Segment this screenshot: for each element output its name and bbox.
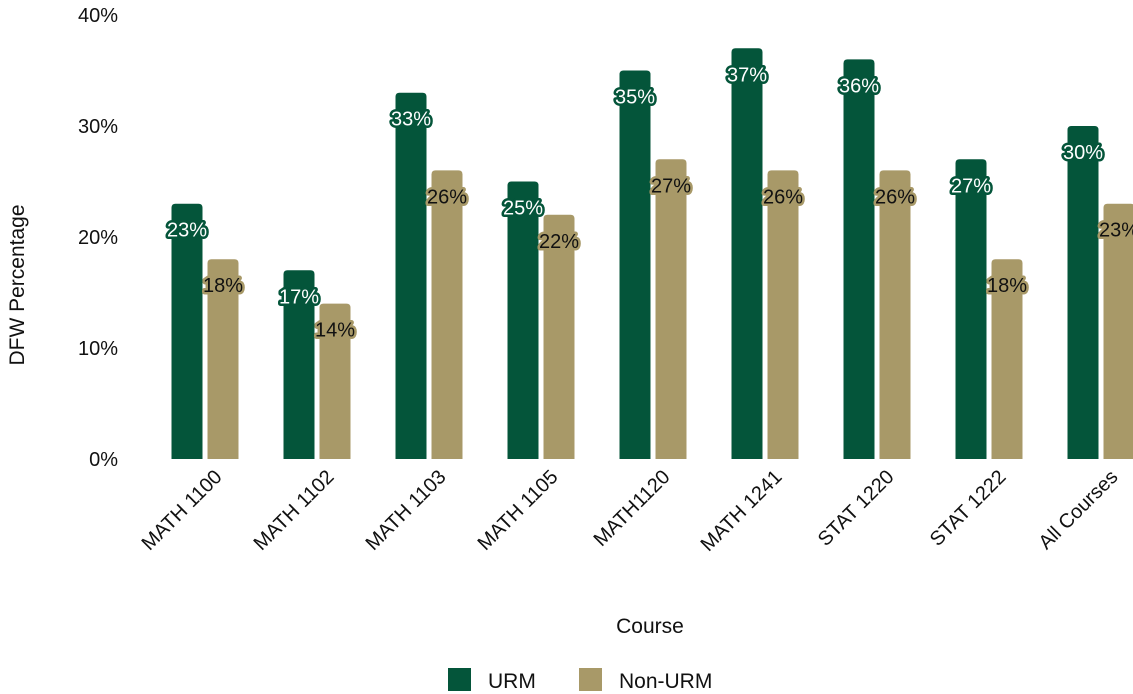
bar-urm — [955, 159, 987, 460]
bar-urm — [283, 270, 315, 459]
data-label-urm: 30% — [1063, 142, 1103, 164]
x-tick-label: MATH 1100 — [138, 466, 227, 555]
x-axis-ticks: MATH 1100 MATH 1102 MATH 1103 MATH 1105 MATH… — [138, 466, 1123, 556]
bar-urm — [395, 92, 427, 459]
bar-urm — [1067, 126, 1099, 459]
data-label-urm: 37% — [727, 64, 767, 86]
data-label-non-urm: 26% — [763, 186, 803, 208]
data-label-urm: 35% — [615, 87, 655, 109]
y-tick-label: 20% — [78, 227, 118, 249]
bar-urm — [619, 70, 651, 459]
x-tick-label: All Courses — [1035, 466, 1123, 554]
data-label-urm: 25% — [503, 198, 543, 220]
data-label-non-urm: 22% — [539, 231, 579, 253]
x-tick-label: MATH 1103 — [362, 466, 451, 555]
x-tick-label: MATH 1105 — [474, 466, 563, 555]
data-label-non-urm: 26% — [427, 186, 467, 208]
x-tick-label: MATH1120 — [590, 466, 675, 551]
y-tick-label: 40% — [78, 5, 118, 27]
bar-non-urm — [655, 159, 687, 460]
legend-label-urm: URM — [488, 670, 536, 693]
y-tick-label: 0% — [89, 449, 118, 471]
data-label-urm: 17% — [279, 286, 319, 308]
data-label-non-urm: 14% — [315, 320, 355, 342]
bar-urm — [731, 48, 763, 460]
x-tick-label: STAT 1222 — [926, 466, 1011, 551]
bar-non-urm — [767, 170, 799, 459]
bar-urm — [507, 181, 539, 459]
y-axis-ticks: 0% 10% 20% 30% 40% — [78, 5, 118, 471]
bar-urm — [843, 59, 875, 460]
y-tick-label: 10% — [78, 338, 118, 360]
bar-non-urm — [319, 303, 351, 459]
data-label-non-urm: 27% — [651, 175, 691, 197]
data-label-urm: 27% — [951, 175, 991, 197]
bar-non-urm — [431, 170, 463, 459]
data-label-non-urm: 18% — [203, 275, 243, 297]
legend-key-non-urm — [579, 668, 602, 691]
data-labels: 23% 17% 33% 25% 35% 37% 36% 27% 30% 18% 14% 26% 22% 2… — [164, 62, 1133, 344]
data-label-urm: 36% — [839, 75, 879, 97]
data-label-urm: 33% — [391, 109, 431, 131]
bar-non-urm — [543, 214, 575, 459]
x-axis-title: Course — [616, 615, 684, 638]
bar-non-urm — [1103, 203, 1133, 459]
x-tick-label: MATH 1241 — [697, 466, 787, 556]
bar-non-urm — [879, 170, 911, 459]
legend-label-non-urm: Non-URM — [619, 670, 712, 693]
legend-key-urm — [448, 668, 471, 691]
bar-non-urm — [991, 259, 1023, 459]
y-tick-label: 30% — [78, 116, 118, 138]
bars — [171, 48, 1133, 460]
data-label-urm: 23% — [167, 220, 207, 242]
legend: URM Non-URM — [448, 668, 712, 693]
data-label-non-urm: 18% — [987, 275, 1027, 297]
data-label-non-urm: 26% — [875, 186, 915, 208]
data-label-non-urm: 23% — [1099, 220, 1133, 242]
bar-non-urm — [207, 259, 239, 459]
y-axis-title: DFW Percentage — [6, 204, 29, 365]
x-tick-label: MATH 1102 — [250, 466, 339, 555]
x-tick-label: STAT 1220 — [814, 466, 899, 551]
bar-urm — [171, 203, 203, 459]
